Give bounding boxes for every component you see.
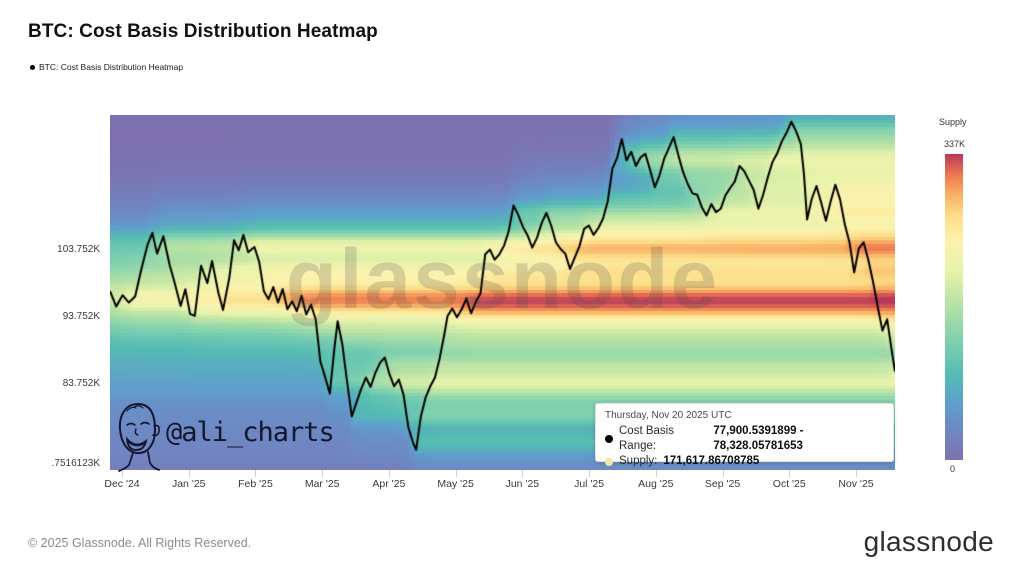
tooltip-supply-label: Supply:	[619, 455, 658, 467]
legend-label: BTC: Cost Basis Distribution Heatmap	[39, 62, 184, 72]
tooltip-row-supply: Supply: 171,617.86708785	[605, 454, 883, 469]
x-tick-mark	[589, 470, 591, 477]
tooltip-date: Thursday, Nov 20 2025 UTC	[605, 410, 732, 421]
legend-dot-icon	[30, 64, 35, 70]
footer-copyright: © 2025 Glassnode. All Rights Reserved.	[28, 536, 252, 550]
tooltip-cost-basis-label: Cost Basis Range:	[619, 425, 674, 452]
x-tick-label: Nov '25	[838, 478, 874, 490]
x-tick-mark	[188, 470, 190, 477]
y-tick-label: 93.752K	[62, 310, 100, 322]
x-tick-label: Sep '25	[704, 478, 741, 490]
legend-item[interactable]: BTC: Cost Basis Distribution Heatmap	[30, 62, 183, 72]
y-tick-label: 103.752K	[57, 243, 100, 255]
x-tick-mark	[789, 470, 791, 477]
tooltip: Thursday, Nov 20 2025 UTC Cost Basis Ran…	[595, 403, 894, 467]
colorbar-min-label: 0	[950, 464, 956, 474]
x-tick-mark	[388, 470, 390, 477]
x-tick-label: Oct '25	[772, 478, 806, 490]
x-tick-mark	[855, 470, 857, 477]
x-tick-label: Jul '25	[574, 478, 605, 490]
y-axis: 103.752K 93.752K 83.752K .7516123K	[0, 0, 100, 576]
tooltip-dot	[605, 457, 613, 466]
face-doodle-icon	[118, 402, 160, 472]
y-tick-label: 83.752K	[62, 377, 100, 389]
x-tick-label: Mar '25	[304, 478, 340, 490]
x-tick-label: Dec '24	[104, 478, 140, 490]
tooltip-cost-basis-value: 77,900.5391899 - 78,328.05781653	[713, 425, 804, 452]
colorbar-title: Supply	[939, 117, 967, 127]
x-tick-label: Feb '25	[238, 478, 273, 490]
x-tick-label: Aug '25	[638, 478, 674, 490]
colorbar-gradient	[945, 154, 963, 460]
page-title: BTC: Cost Basis Distribution Heatmap	[28, 21, 378, 42]
x-tick-label: Jan '25	[171, 478, 206, 490]
x-tick-label: Jun '25	[505, 478, 540, 490]
tooltip-dot	[605, 435, 613, 443]
x-tick-mark	[722, 470, 724, 477]
x-tick-label: Apr '25	[372, 478, 406, 490]
tooltip-row-cost-basis: Cost Basis Range: 77,900.5391899 - 78,32…	[605, 424, 883, 454]
glassnode-logo: glassnode	[863, 526, 994, 557]
x-tick-mark	[455, 470, 457, 477]
y-tick-label: .7516123K	[51, 458, 100, 470]
x-tick-mark	[655, 470, 657, 477]
x-tick-mark	[255, 470, 257, 477]
signature: @ali_charts	[166, 417, 335, 448]
x-tick-mark	[322, 470, 324, 477]
x-tick-label: May '25	[437, 478, 474, 490]
colorbar-max-label: 337K	[944, 139, 966, 149]
tooltip-supply-value: 171,617.86708785	[663, 455, 760, 467]
x-tick-mark	[522, 470, 524, 477]
